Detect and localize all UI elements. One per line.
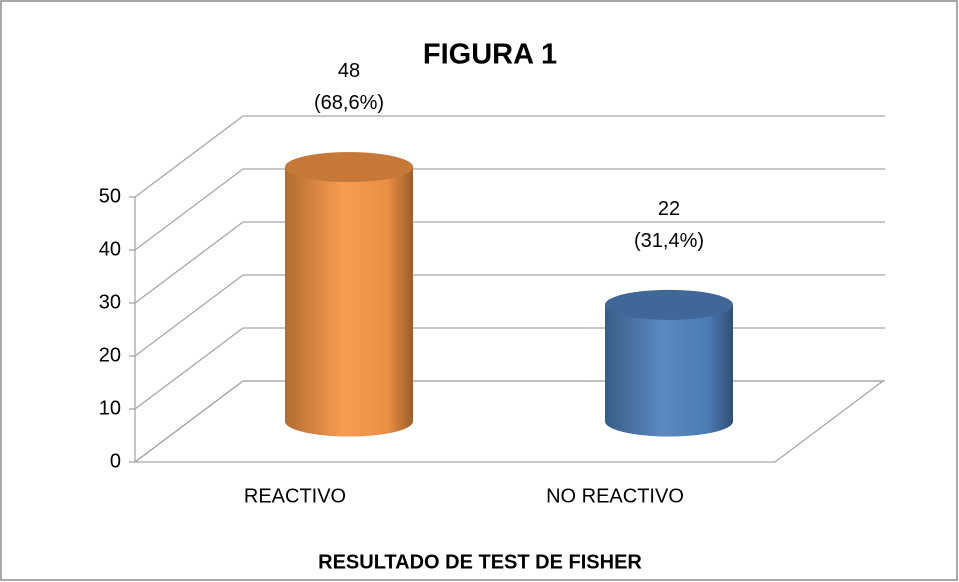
bar-top — [285, 152, 413, 183]
x-tick-label: NO REACTIVO — [546, 485, 684, 507]
y-tick-label: 0 — [110, 450, 121, 472]
chart-title: FIGURA 1 — [423, 39, 557, 71]
grid-line-side — [134, 115, 244, 198]
y-tick-label: 40 — [99, 238, 121, 260]
grid-line-side — [134, 327, 244, 410]
y-tick-label: 50 — [99, 185, 121, 207]
bar — [285, 152, 413, 437]
y-tick-label: 10 — [99, 397, 121, 419]
x-tick-label: REACTIVO — [244, 485, 346, 507]
grid-line-side — [134, 168, 244, 251]
value-label: 22 (31,4%) — [634, 198, 704, 252]
y-tick-label: 20 — [99, 344, 121, 366]
x-axis-title: RESULTADO DE TEST DE FISHER — [318, 551, 642, 573]
value-label: 48 (68,6%) — [314, 60, 384, 114]
bar-top — [605, 289, 733, 320]
bar — [605, 289, 733, 437]
grid-line-side — [134, 380, 244, 463]
grid-line-side — [134, 274, 244, 357]
grid-line-side — [134, 221, 244, 304]
y-tick-label: 30 — [99, 291, 121, 313]
